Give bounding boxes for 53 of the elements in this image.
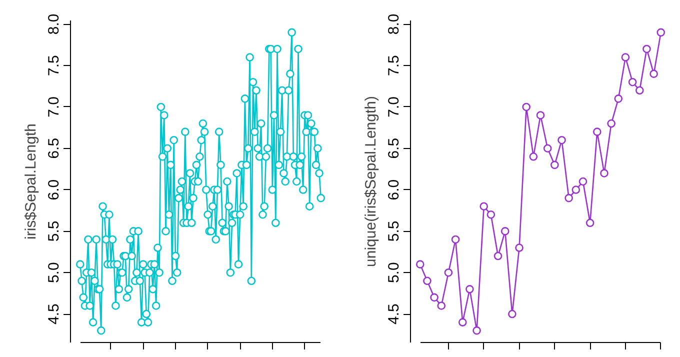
- y-tick-label: 5.5: [386, 220, 402, 242]
- point: [466, 285, 474, 294]
- point: [529, 152, 538, 161]
- point: [592, 128, 602, 136]
- point: [500, 227, 510, 236]
- point: [536, 111, 545, 120]
- point: [416, 260, 424, 268]
- point: [437, 302, 446, 310]
- point: [423, 276, 432, 286]
- point: [621, 53, 630, 62]
- point: [522, 102, 530, 112]
- point: [543, 144, 552, 153]
- point: [642, 44, 651, 54]
- point: [600, 169, 608, 178]
- y-tick-label: 7.5: [386, 55, 402, 76]
- point: [564, 194, 573, 202]
- point: [515, 244, 524, 252]
- y-tick-label: 4.5: [46, 304, 62, 324]
- y-tick-label: 7.0: [386, 96, 402, 118]
- y-tick-label: 4.5: [386, 304, 402, 324]
- y-tick-label: 7.0: [46, 96, 62, 118]
- y-tick-label: 7.5: [46, 55, 62, 76]
- point: [578, 177, 588, 186]
- point: [586, 218, 594, 228]
- point: [444, 268, 453, 277]
- point: [430, 293, 438, 302]
- point: [494, 252, 502, 260]
- y-tick-label: 5.0: [46, 262, 62, 284]
- point: [486, 210, 496, 219]
- point: [650, 70, 658, 78]
- y-tick-label: 8.0: [386, 14, 402, 35]
- point: [628, 78, 637, 86]
- point: [480, 202, 488, 210]
- y-tick-label: 8.0: [46, 14, 62, 35]
- point: [458, 318, 467, 326]
- point: [508, 310, 516, 318]
- point: [607, 119, 616, 128]
- y-tick-label: 6.0: [386, 179, 402, 200]
- y-tick-label: 5.5: [46, 220, 62, 242]
- y-tick-label: 5.0: [386, 262, 402, 284]
- point: [656, 28, 666, 37]
- point: [635, 86, 644, 95]
- y-tick-label: 6.0: [46, 179, 62, 200]
- y-tick-label: 6.5: [46, 138, 62, 159]
- point: [614, 94, 623, 103]
- y-tick-label: 6.5: [386, 138, 402, 159]
- y-axis-title: unique(iris$Sepal.Length): [362, 96, 380, 267]
- point: [550, 160, 559, 170]
- point: [472, 326, 481, 335]
- point: [451, 235, 460, 244]
- point: [558, 136, 566, 144]
- y-axis-title: iris$Sepal.Length: [22, 124, 40, 240]
- point: [572, 186, 580, 194]
